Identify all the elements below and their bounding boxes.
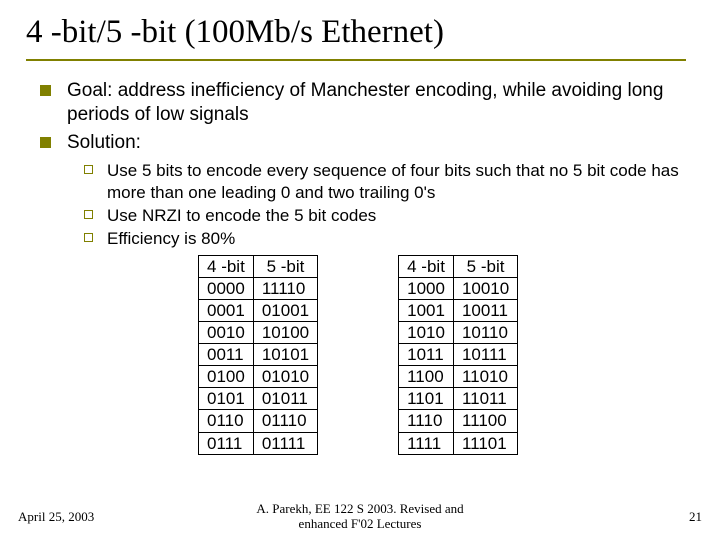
- table-cell: 10100: [253, 322, 317, 344]
- table-header-5bit: 5 -bit: [253, 256, 317, 278]
- table-cell: 1100: [399, 366, 454, 388]
- table-cell: 1010: [399, 322, 454, 344]
- slide-body: Goal: address inefficiency of Manchester…: [26, 79, 694, 455]
- footer-line1: A. Parekh, EE 122 S 2003. Revised and: [256, 501, 463, 516]
- hollow-square-bullet-icon: [84, 210, 93, 219]
- bullet-text: Solution:: [67, 131, 141, 155]
- table-cell: 10010: [453, 278, 517, 300]
- table-cell: 11101: [453, 432, 517, 454]
- table-cell: 1011: [399, 344, 454, 366]
- sub-bullet-list: Use 5 bits to encode every sequence of f…: [84, 160, 694, 249]
- table-cell: 0000: [199, 278, 254, 300]
- slide: 4 -bit/5 -bit (100Mb/s Ethernet) Goal: a…: [0, 0, 720, 540]
- table-cell: 11110: [253, 278, 317, 300]
- subbullet-encoding: Use 5 bits to encode every sequence of f…: [84, 160, 694, 203]
- footer-date: April 25, 2003: [18, 509, 128, 525]
- title-underline: [26, 59, 686, 61]
- subbullet-text: Use NRZI to encode the 5 bit codes: [107, 205, 376, 226]
- table-cell: 1000: [399, 278, 454, 300]
- square-bullet-icon: [40, 85, 51, 96]
- table-cell: 0110: [199, 410, 254, 432]
- table-cell: 11010: [453, 366, 517, 388]
- subbullet-nrzi: Use NRZI to encode the 5 bit codes: [84, 205, 694, 226]
- table-cell: 0100: [199, 366, 254, 388]
- bullet-solution: Solution:: [40, 131, 694, 155]
- slide-title: 4 -bit/5 -bit (100Mb/s Ethernet): [26, 14, 694, 57]
- bullet-goal: Goal: address inefficiency of Manchester…: [40, 79, 694, 127]
- encoding-table-right: 4 -bit 5 -bit 100010010 100110011 101010…: [398, 255, 518, 454]
- table-header-4bit: 4 -bit: [199, 256, 254, 278]
- table-cell: 10101: [253, 344, 317, 366]
- table-cell: 0101: [199, 388, 254, 410]
- table-cell: 11011: [453, 388, 517, 410]
- footer-page-number: 21: [592, 509, 702, 525]
- encoding-table-left: 4 -bit 5 -bit 000011110 000101001 001010…: [198, 255, 318, 454]
- table-cell: 10110: [453, 322, 517, 344]
- footer-attribution: A. Parekh, EE 122 S 2003. Revised and en…: [128, 502, 592, 532]
- table-cell: 1001: [399, 300, 454, 322]
- table-cell: 0001: [199, 300, 254, 322]
- slide-footer: April 25, 2003 A. Parekh, EE 122 S 2003.…: [0, 502, 720, 532]
- table-cell: 10011: [453, 300, 517, 322]
- subbullet-efficiency: Efficiency is 80%: [84, 228, 694, 249]
- table-cell: 1111: [399, 432, 454, 454]
- table-cell: 1110: [399, 410, 454, 432]
- table-cell: 0010: [199, 322, 254, 344]
- table-cell: 11100: [453, 410, 517, 432]
- table-cell: 10111: [453, 344, 517, 366]
- footer-line2: enhanced F'02 Lectures: [299, 516, 422, 531]
- subbullet-text: Use 5 bits to encode every sequence of f…: [107, 160, 694, 203]
- hollow-square-bullet-icon: [84, 165, 93, 174]
- table-cell: 0011: [199, 344, 254, 366]
- subbullet-text: Efficiency is 80%: [107, 228, 235, 249]
- encoding-tables: 4 -bit 5 -bit 000011110 000101001 001010…: [198, 255, 694, 454]
- table-cell: 01010: [253, 366, 317, 388]
- table-cell: 01011: [253, 388, 317, 410]
- bullet-text: Goal: address inefficiency of Manchester…: [67, 79, 694, 127]
- table-cell: 01111: [253, 432, 317, 454]
- square-bullet-icon: [40, 137, 51, 148]
- hollow-square-bullet-icon: [84, 233, 93, 242]
- table-cell: 01001: [253, 300, 317, 322]
- table-header-5bit: 5 -bit: [453, 256, 517, 278]
- table-cell: 1101: [399, 388, 454, 410]
- table-cell: 01110: [253, 410, 317, 432]
- table-header-4bit: 4 -bit: [399, 256, 454, 278]
- table-cell: 0111: [199, 432, 254, 454]
